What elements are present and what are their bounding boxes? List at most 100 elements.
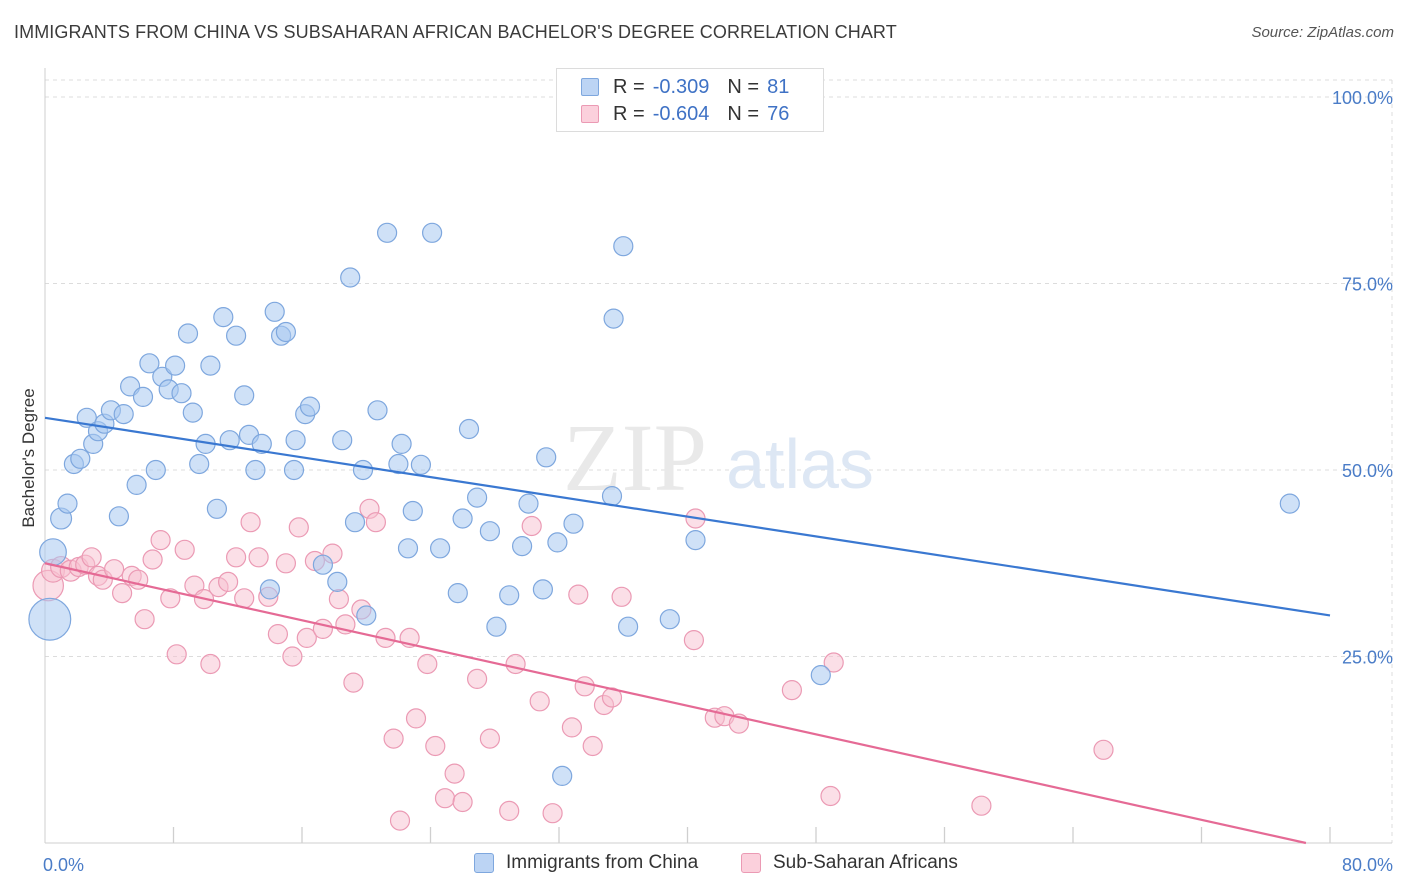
subsaharan-point [328,588,349,610]
subsaharan-point [312,618,333,640]
legend-r-value: -0.604 [652,102,710,125]
bottom-legend-subsaharan: Sub-Saharan Africans [741,852,958,874]
subsaharan-point [103,559,125,580]
china-point [547,532,568,553]
china-point [388,453,409,475]
subsaharan-point [288,517,309,538]
subsaharan-point [574,676,595,697]
china-point [397,538,419,559]
china-point [563,513,584,534]
y-tick-label: 25.0% [1342,648,1393,668]
china-point [486,616,507,637]
china-point [356,605,377,626]
y-tick-label: 100.0% [1332,88,1393,108]
china-point [70,448,91,469]
subsaharan-point [174,539,195,560]
china-point [367,400,388,421]
subsaharan-point [226,547,247,568]
china-point [213,307,234,328]
y-tick-label: 75.0% [1342,275,1393,295]
china-point [283,459,305,481]
china-point [206,498,227,519]
china-point [391,433,412,454]
bottom-legend-china: Immigrants from China [474,852,698,874]
china-point [344,512,366,533]
subsaharan-point [971,795,992,816]
china-point [536,447,557,468]
china-point [108,506,130,527]
china-point [165,355,186,376]
subsaharan-point [820,785,841,807]
china-point [182,402,203,423]
china-point [430,538,451,559]
correlation-legend: R = -0.309 N = 81 R = -0.604 N = 76 [556,68,824,132]
subsaharan-point [823,652,844,673]
china-point [377,222,398,243]
china-point [145,459,166,481]
x-tick-label: 0.0% [43,855,84,875]
x-tick-label: 80.0% [1342,855,1393,875]
subsaharan-point [521,515,542,537]
china-point [332,430,353,451]
china-point [499,585,520,606]
china-point [810,664,831,686]
china-point [251,433,272,454]
bottom-legend-swatch-subsaharan [741,853,761,873]
legend-swatch-china [581,78,599,96]
china-point [467,487,488,508]
china-point [532,579,554,600]
subsaharan-point [142,549,163,570]
subsaharan-point [405,708,427,729]
subsaharan-point [282,646,303,667]
subsaharan-point [434,788,456,809]
watermark-atlas: atlas [726,425,874,503]
legend-n-label: N = [727,75,760,98]
subsaharan-point [248,547,269,568]
china-point [275,321,296,343]
subsaharan-point [267,623,288,645]
subsaharan-point [611,586,632,607]
subsaharan-point [781,679,803,701]
china-point [28,597,72,641]
subsaharan-point [150,529,171,551]
watermark-zip: ZIP [563,404,707,511]
china-point [200,355,221,376]
subsaharan-point [343,672,364,693]
china-point [685,529,706,551]
subsaharan-point [467,668,488,690]
subsaharan-point [417,653,438,675]
subsaharan-point [365,512,386,533]
china-point [171,383,192,404]
subsaharan-point [200,653,221,675]
china-point [189,453,210,475]
china-point [132,386,154,407]
china-point [479,521,500,542]
watermark: ZIP atlas [563,404,874,511]
china-point [39,538,67,566]
legend-r-value: -0.309 [652,75,710,98]
chart-title: IMMIGRANTS FROM CHINA VS SUBSAHARAN AFRI… [14,22,897,42]
china-point [410,454,431,475]
china-point [245,459,266,481]
china-point [447,582,468,604]
china-point [234,385,255,406]
china-point [518,493,539,514]
china-point [422,222,443,243]
y-tick-label: 50.0% [1342,461,1393,481]
subsaharan-point [383,728,404,749]
china-point [458,418,480,440]
china-point [327,571,348,593]
china-point [659,609,680,630]
series-sub-saharan-points [32,498,1114,831]
china-point [352,459,374,481]
subsaharan-point [160,588,181,609]
subsaharan-point [389,810,411,831]
china-point [402,500,423,522]
subsaharan-point [240,512,261,533]
china-point [452,508,473,529]
china-point [613,236,634,257]
subsaharan-trend-line [44,562,1307,845]
tick-labels: 100.0% 75.0% 50.0% 25.0% 0.0% 80.0% [43,88,1393,875]
subsaharan-point [505,653,526,675]
